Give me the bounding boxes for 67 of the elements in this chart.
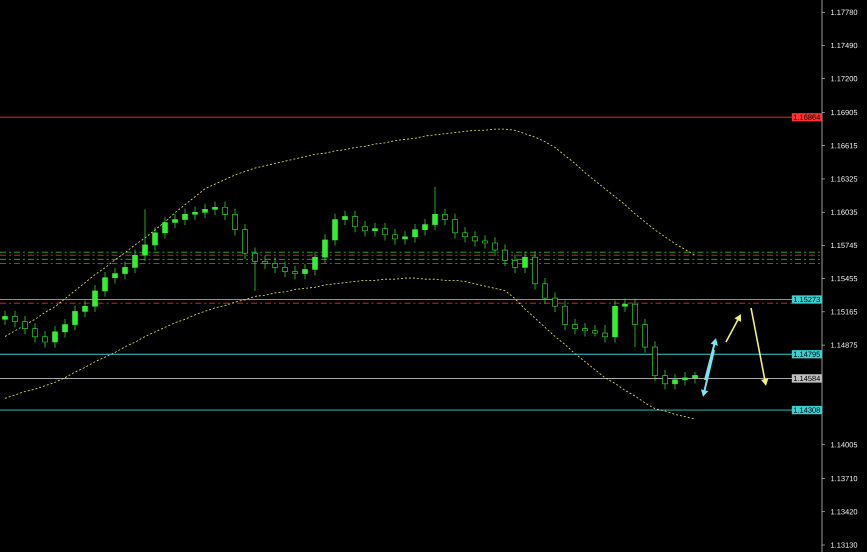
candlestick [222,201,228,220]
candlestick [522,251,528,274]
candlestick [182,208,188,226]
candlestick [462,226,468,243]
candlestick [692,372,698,384]
candlestick [332,213,338,246]
candlestick [642,318,648,354]
candlestick [582,322,588,337]
candlestick [452,213,458,239]
candlestick [262,255,268,270]
candlestick [212,201,218,216]
candlestick [22,316,28,335]
candlestick [42,330,48,348]
candlestick [92,284,98,312]
candlestick [512,254,518,274]
candlestick [412,224,418,243]
candlestick [132,249,138,274]
candlestick [392,228,398,245]
candlestick [12,310,18,328]
candlestick [62,318,68,338]
candlestick [82,300,88,318]
candlestick [162,216,168,239]
candlestick [592,324,598,337]
candlestick [112,268,118,284]
candlestick [312,251,318,276]
candlestick [322,234,328,264]
candlestick [632,298,638,348]
candlestick [672,374,678,390]
candlestick [292,265,298,280]
candlestick [252,247,258,292]
candlestick [102,272,108,297]
candlestick [562,300,568,331]
candlestick [122,261,128,280]
candlestick [432,186,438,231]
candlestick [362,220,368,237]
candlestick [152,226,158,252]
candlestick [472,230,478,248]
candlestick [2,310,8,326]
candlestick [202,203,208,218]
candlestick [172,213,178,229]
candlestick [662,370,668,390]
candlestick [382,222,388,241]
candlestick [32,322,38,343]
candlestick [242,224,248,260]
candlestick [482,234,488,250]
candlestick [602,324,608,343]
candlestick [572,318,578,335]
candlestick [622,298,628,312]
candlestick [542,278,548,304]
candlestick [422,218,428,236]
candlestick [442,208,448,226]
candlestick [342,210,348,226]
candlestick [302,263,308,280]
candlestick [52,326,58,348]
candlestick [502,244,508,266]
candlestick [282,261,288,278]
candlestick [142,208,148,262]
candlestick [372,222,378,237]
candlestick [232,208,238,236]
candlestick [682,372,688,386]
candlestick [272,257,278,274]
candlestick [192,206,198,220]
candlestick [492,236,498,256]
candlestick [72,305,78,331]
candlestick [402,230,408,245]
candlestick [552,292,558,312]
candlestick [352,210,358,233]
